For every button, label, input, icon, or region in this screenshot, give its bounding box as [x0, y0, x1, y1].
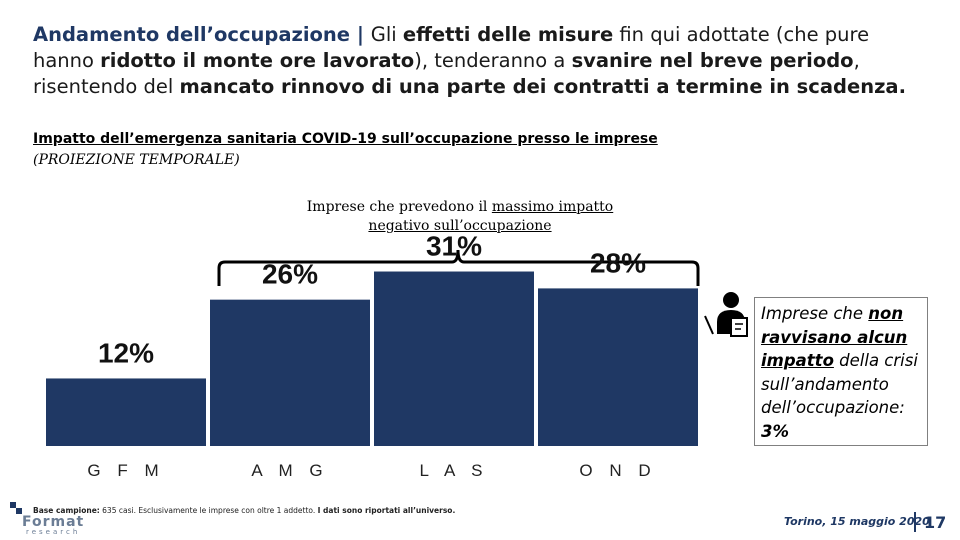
bar-2	[210, 299, 370, 446]
page-number: 17	[924, 513, 947, 532]
headline-topic: Andamento dell’occupazione |	[33, 23, 371, 46]
bar-3	[374, 271, 534, 446]
headline-text: fin qui adottate (che pure hanno	[33, 23, 870, 72]
data-label-2: 26%	[262, 259, 318, 290]
headline-text: Gli	[370, 23, 403, 46]
bar-1	[46, 378, 206, 446]
footnote: Base campione: 635 casi. Esclusivamente …	[33, 506, 455, 515]
bar-4	[538, 288, 698, 446]
headline-bold-2: ridotto il monte ore lavorato	[100, 49, 415, 72]
footnote-label: Base campione:	[33, 506, 100, 515]
logo-text-top: Format	[22, 514, 85, 530]
category-label-4: O N D	[579, 461, 656, 480]
brace-label-text: Imprese che prevedono il	[306, 199, 492, 215]
format-research-logo: Format research	[8, 498, 88, 538]
note-box: Imprese che non ravvisano alcun impatto …	[754, 297, 928, 446]
chart-subtitle-projection: (PROIEZIONE TEMPORALE)	[33, 152, 240, 168]
note-value: 3%	[761, 421, 790, 441]
note-text: della crisi sull’andamento dell’occupazi…	[761, 351, 918, 417]
headline: Andamento dell’occupazione | Gli effetti…	[33, 22, 933, 100]
brace-label-underlined-2: negativo sull’occupazione	[368, 218, 552, 234]
data-label-1: 12%	[98, 337, 154, 368]
logo-square	[10, 502, 16, 508]
footnote-bold: I dati sono riportati all’universo.	[317, 506, 456, 515]
category-label-3: L A S	[419, 461, 488, 480]
curly-brace	[217, 249, 700, 286]
logo-text-bottom: research	[26, 528, 81, 536]
footnote-text: 635 casi. Esclusivamente le imprese con …	[99, 506, 318, 515]
headline-bold-4: mancato rinnovo di una parte dei contrat…	[179, 75, 906, 98]
category-label-2: A M G	[251, 461, 328, 480]
separator	[914, 512, 916, 532]
headline-bold-1: effetti delle misure	[402, 23, 614, 46]
headline-text: ), tenderanno a	[414, 49, 572, 72]
brace-label: Imprese che prevedono il massimo impatto…	[270, 198, 650, 236]
person-at-desk-icon	[704, 292, 748, 337]
headline-text: , risentendo del	[33, 49, 860, 98]
date: Torino, 15 maggio 2020	[784, 515, 930, 528]
data-label-3: 31%	[426, 231, 482, 262]
note-underlined: non ravvisano alcun impatto	[761, 304, 908, 370]
chart-subtitle: Impatto dell’emergenza sanitaria COVID-1…	[33, 131, 658, 147]
category-label-1: G F M	[87, 461, 164, 480]
data-label-4: 28%	[590, 247, 646, 278]
note-text: Imprese che	[761, 304, 869, 323]
brace-label-underlined-1: massimo impatto	[491, 199, 614, 215]
logo-square	[16, 508, 22, 514]
headline-bold-3: svanire nel breve periodo	[571, 49, 854, 72]
